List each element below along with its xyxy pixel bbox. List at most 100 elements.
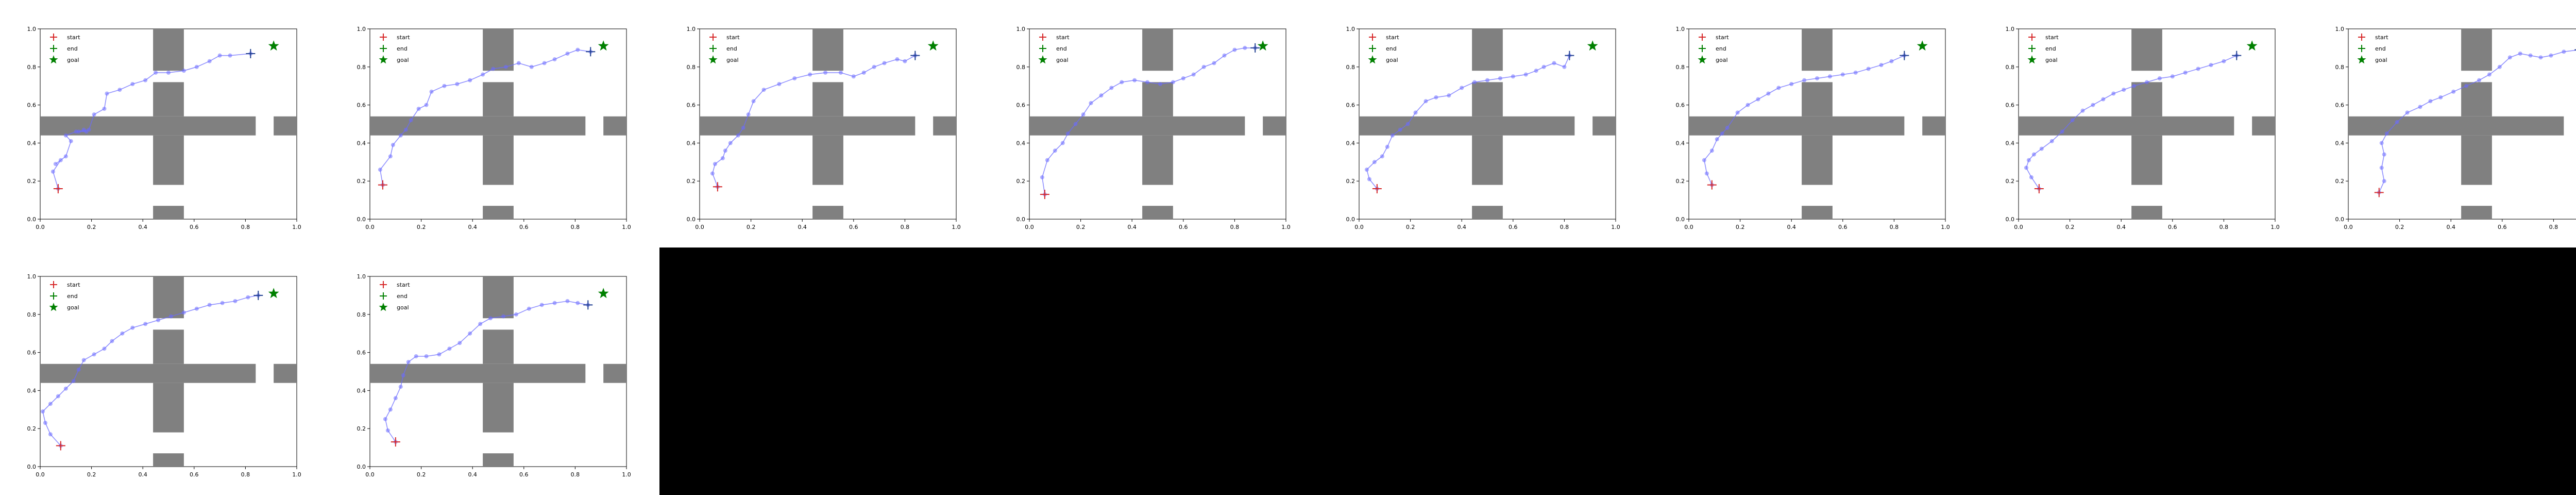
goal-marker: [1257, 40, 1268, 51]
trajectory-point: [552, 301, 557, 305]
x-tick-label: 0.2: [1406, 224, 1415, 230]
trajectory-point: [92, 112, 96, 117]
trajectory-point: [823, 70, 828, 75]
trajectory-point: [1552, 61, 1556, 65]
y-tick-label: 0.4: [1016, 140, 1026, 146]
trajectory-point: [761, 88, 766, 92]
trajectory-point: [168, 314, 173, 319]
trajectory-point: [741, 125, 745, 130]
wall-2: [603, 364, 626, 383]
start-marker: [53, 184, 63, 193]
subplot-4: 0.0 0.2 0.4 0.6 0.8 1.0 0.0 0.2 0.4 0.6 0.8 1.0 star…: [989, 0, 1319, 248]
y-tick-label: 0.6: [1346, 102, 1355, 109]
start-marker: [56, 441, 65, 451]
trajectory-point: [1485, 78, 1489, 82]
trajectory-point: [43, 421, 47, 425]
x-tick-label: 0.2: [747, 224, 756, 230]
wall-3: [153, 135, 184, 185]
wall-4: [1472, 82, 1503, 117]
trajectory-point: [2507, 55, 2512, 60]
y-tick-label: 0.4: [27, 140, 37, 146]
trajectory-point: [1380, 154, 1384, 159]
trajectory-point: [1232, 47, 1237, 52]
trajectory-point: [478, 322, 483, 326]
trajectory-point: [1704, 171, 1709, 176]
y-tick-label: 0.0: [1016, 216, 1026, 223]
y-tick-label: 0.4: [357, 140, 366, 146]
x-tick-label: 0.6: [1838, 224, 1848, 230]
trajectory-point: [1511, 74, 1515, 79]
y-tick-label: 0.8: [27, 64, 37, 71]
x-tick-label: 0.6: [190, 471, 199, 478]
wall-5: [1802, 29, 1833, 71]
trajectory-point: [1889, 59, 1894, 63]
axes-ticks: 0.0 0.2 0.4 0.6 0.8 1.0 0.0 0.2 0.4 0.6 0.8 1.0: [27, 273, 301, 478]
subplot-7: 0.0 0.2 0.4 0.6 0.8 1.0 0.0 0.2 0.4 0.6 0.8 1.0 star…: [1978, 0, 2308, 248]
goal-marker: [1917, 40, 1928, 51]
trajectory-point: [491, 67, 496, 71]
legend-goal-icon: [1038, 55, 1047, 64]
wall-4: [153, 329, 184, 364]
wall-3: [1802, 135, 1833, 185]
x-tick-label: 0.4: [798, 224, 807, 230]
trajectory-point: [1145, 80, 1150, 85]
trajectory-point: [401, 373, 405, 377]
legend: start end goal: [1698, 34, 1729, 64]
trajectory-point: [1866, 67, 1871, 71]
legend-end-icon: [2028, 45, 2036, 52]
legend-end-icon: [1699, 45, 1706, 52]
legend-end-label: end: [726, 45, 737, 52]
y-tick-label: 0.8: [2006, 64, 2015, 71]
trajectory-point: [1040, 175, 1044, 179]
trajectory-point: [63, 133, 68, 138]
wall-1: [2348, 116, 2564, 136]
trajectory-point: [228, 53, 232, 58]
trajectory-point: [1423, 99, 1428, 104]
x-tick-label: 0.8: [2549, 224, 2558, 230]
axes-ticks: 0.0 0.2 0.4 0.6 0.8 1.0 0.0 0.2 0.4 0.6 0.8 1.0: [1346, 26, 1620, 230]
legend-goal-icon: [49, 303, 58, 311]
x-tick-label: 0.0: [695, 224, 704, 230]
trajectory-point: [1181, 76, 1185, 80]
trajectory-point: [1735, 110, 1740, 115]
wall-5: [483, 276, 514, 319]
x-tick-label: 1.0: [1941, 224, 1950, 230]
subplot-9: 0.0 0.2 0.4 0.6 0.8 1.0 0.0 0.2 0.4 0.6 0.8 1.0 star…: [0, 248, 330, 495]
axes-ticks: 0.0 0.2 0.4 0.6 0.8 1.0 0.0 0.2 0.4 0.6 0.8 1.0: [1676, 26, 1950, 230]
trajectory-point: [503, 64, 508, 69]
goal-marker: [598, 40, 609, 51]
y-tick-label: 1.0: [357, 273, 366, 280]
goal-marker: [268, 40, 279, 51]
legend-end-label: end: [2375, 45, 2386, 52]
trajectory-point: [1405, 122, 1410, 126]
legend-start-label: start: [397, 282, 410, 288]
y-tick-label: 0.8: [357, 64, 366, 71]
wall-3: [1142, 135, 1173, 185]
trajectory-point: [2518, 51, 2522, 56]
trajectory-point: [2405, 110, 2410, 115]
trajectory-point: [2379, 141, 2384, 145]
y-tick-label: 0.6: [357, 350, 366, 356]
legend-end-label: end: [1716, 45, 1726, 52]
trajectory-point: [2196, 67, 2200, 71]
trajectory-point: [2382, 179, 2386, 184]
subplot-1: 0.0 0.2 0.4 0.6 0.8 1.0 0.0 0.2 0.4 0.6 0.8 1.0 star…: [0, 0, 330, 248]
x-tick-label: 0.6: [849, 224, 858, 230]
trajectory-point: [2379, 166, 2384, 170]
legend: start end goal: [708, 34, 740, 64]
trajectory-point: [48, 432, 53, 437]
wall-4: [153, 82, 184, 117]
trajectory-point: [207, 303, 212, 307]
legend-start-label: start: [397, 34, 410, 41]
trajectory-point: [468, 331, 472, 336]
wall-2: [274, 364, 297, 383]
y-tick-label: 0.6: [687, 102, 696, 109]
legend-goal-icon: [379, 55, 388, 64]
trajectory-point: [1702, 158, 1706, 162]
x-tick-label: 0.2: [87, 471, 96, 478]
trajectory-point: [1109, 86, 1114, 90]
trajectory-point: [723, 148, 727, 153]
start-marker: [1707, 180, 1717, 190]
trajectory-point: [81, 358, 86, 362]
trajectory-point: [1827, 74, 1832, 79]
